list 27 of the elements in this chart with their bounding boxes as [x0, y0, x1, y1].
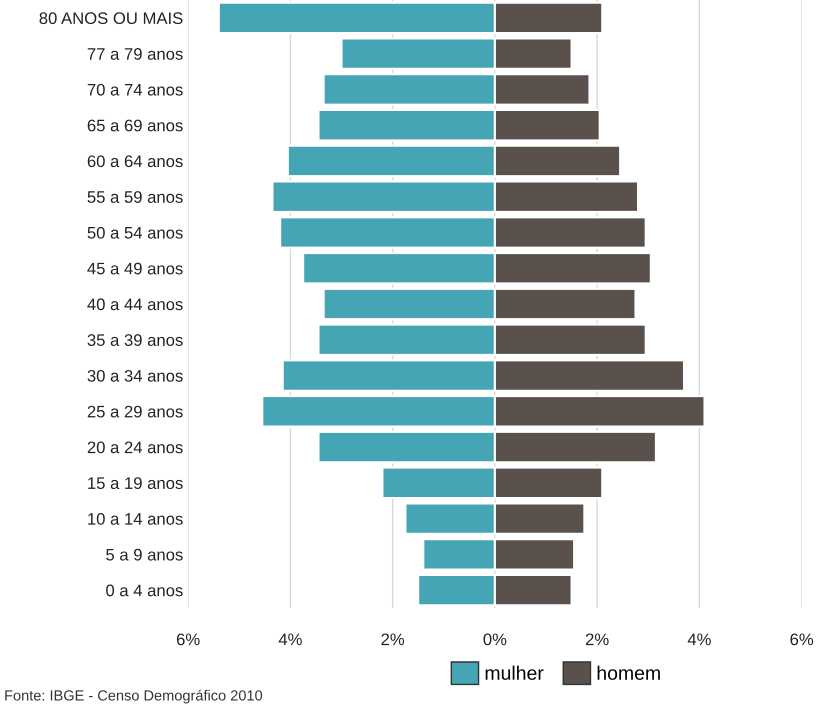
x-tick-label: 2%	[586, 633, 609, 646]
y-tick-label: 55 a 59 anos	[88, 191, 183, 203]
x-tick-label: 6%	[176, 633, 200, 646]
y-tick-label: 45 a 49 anos	[87, 262, 183, 274]
y-tick-label: 60 a 64 anos	[88, 155, 183, 168]
x-tick-label: 4%	[278, 634, 302, 646]
y-tick-label: 80 ANOS OU MAIS	[40, 12, 183, 24]
x-tick-label: 2%	[381, 633, 404, 646]
y-tick-label: 15 a 19 anos	[88, 477, 183, 490]
y-tick-label: 77 a 79 anos	[88, 48, 183, 60]
y-tick-label: 70 a 74 anos	[88, 84, 183, 96]
y-tick-label: 0 a 4 anos	[106, 584, 183, 596]
x-tick-label: 6%	[790, 633, 814, 646]
y-tick-label: 5 a 9 anos	[106, 548, 183, 561]
y-tick-label: 65 a 69 anos	[88, 120, 183, 132]
source-note: Fonte: IBGE - Censo Demográfico 2010	[5, 690, 262, 704]
y-tick-label: 40 a 44 anos	[87, 298, 183, 310]
legend-label: homem	[598, 666, 660, 680]
legend-label: mulher	[486, 666, 544, 680]
y-tick-label: 25 a 29 anos	[88, 406, 183, 418]
y-tick-label: 30 a 34 anos	[88, 370, 183, 382]
x-tick-label: 0%	[483, 633, 506, 646]
y-tick-label: 50 a 54 anos	[88, 226, 183, 239]
y-tick-label: 35 a 39 anos	[88, 334, 183, 346]
y-tick-label: 10 a 14 anos	[88, 513, 183, 525]
y-tick-label: 20 a 24 anos	[88, 441, 183, 454]
x-tick-label: 4%	[688, 634, 711, 646]
